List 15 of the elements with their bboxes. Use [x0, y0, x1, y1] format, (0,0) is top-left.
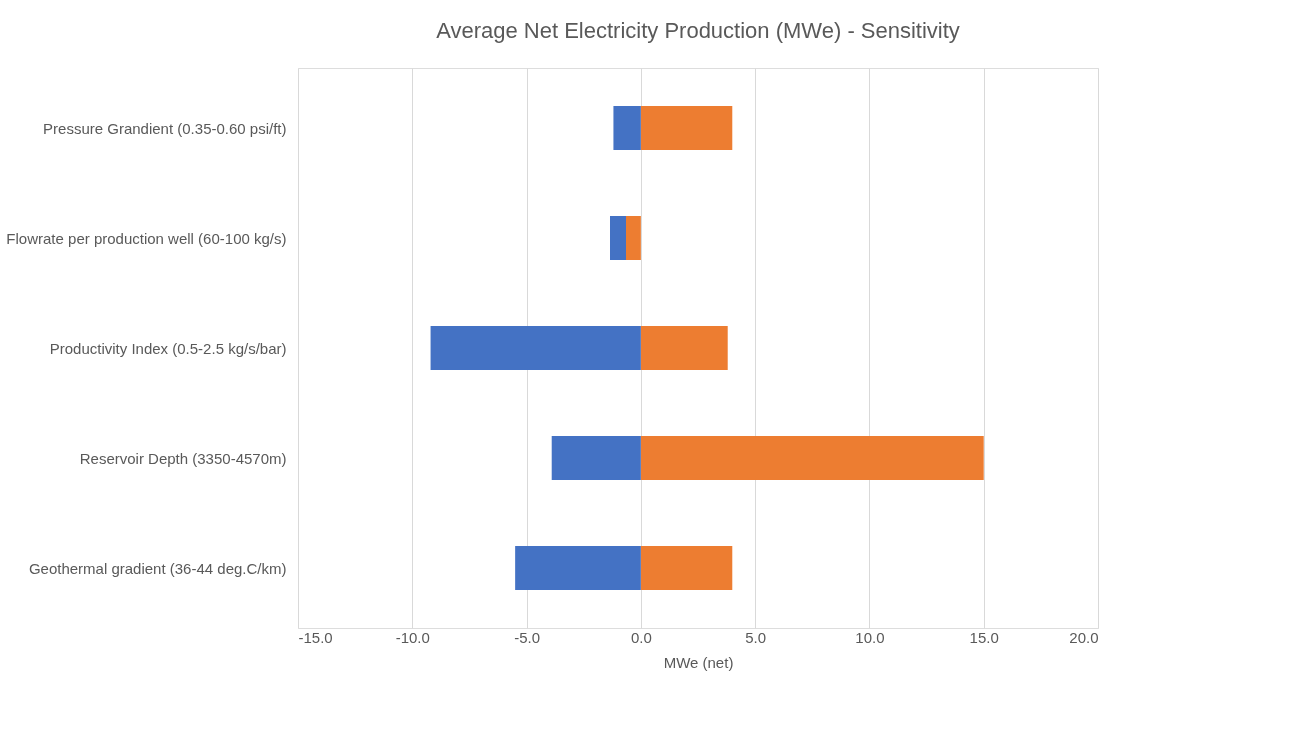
x-tick-label: -5.0 [514, 628, 540, 646]
x-tick-label: -15.0 [298, 628, 333, 646]
y-tick-label: Geothermal gradient (36-44 deg.C/km) [28, 559, 287, 577]
x-axis-title: MWe (net) [663, 653, 734, 671]
y-tick-label: Pressure Grandient (0.35-0.60 psi/ft) [43, 119, 287, 137]
x-tick-label: 5.0 [745, 628, 767, 646]
y-tick-label: Reservoir Depth (3350-4570m) [79, 449, 287, 467]
y-tick-label: Productivity Index (0.5-2.5 kg/s/bar) [49, 339, 287, 357]
x-tick-label: 0.0 [630, 628, 652, 646]
y-tick-label: Flowrate per production well (60-100 kg/s) [6, 229, 287, 247]
x-tick-label: 15.0 [969, 628, 999, 646]
x-tick-label: 20.0 [1069, 628, 1099, 646]
x-tick-label: -10.0 [395, 628, 430, 646]
chart-title: Average Net Electricity Production (MWe) - Sensitivity [436, 18, 960, 43]
x-tick-label: 10.0 [855, 628, 885, 646]
